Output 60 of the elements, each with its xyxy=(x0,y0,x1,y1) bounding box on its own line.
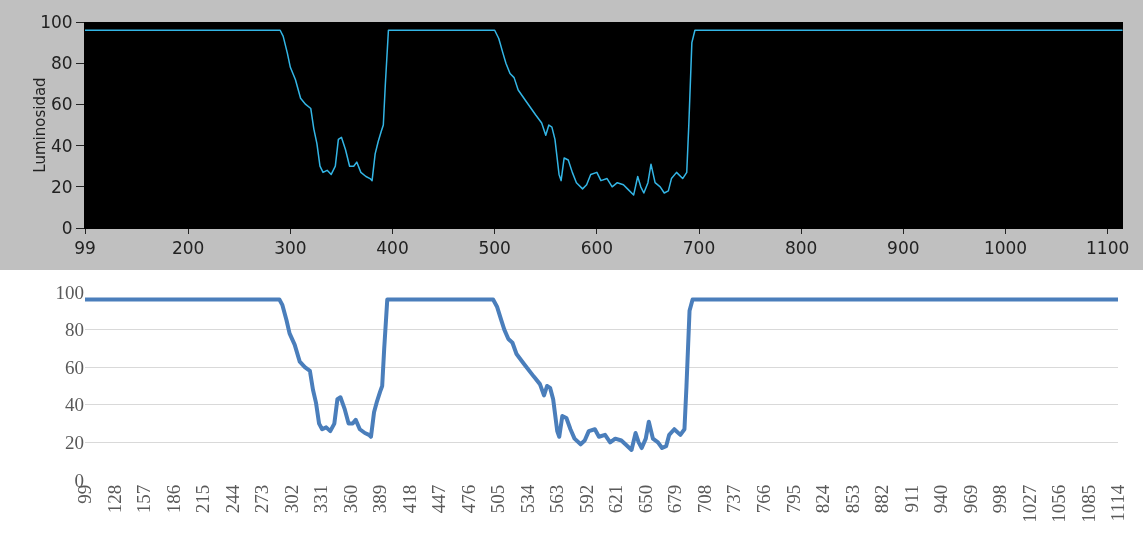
x-tick-label: 389 xyxy=(369,484,391,514)
x-tick-label: 737 xyxy=(723,484,745,514)
x-tick-label: 418 xyxy=(398,484,420,514)
x-tick-label: 900 xyxy=(887,238,920,259)
x-tick-label: 300 xyxy=(274,238,307,259)
x-tick-label: 766 xyxy=(753,484,775,514)
x-tick-label: 1000 xyxy=(983,238,1028,259)
x-tick-label: 273 xyxy=(251,484,273,514)
x-tick-label: 447 xyxy=(428,484,450,514)
x-tick-label: 800 xyxy=(784,238,818,259)
y-tick-label: 40 xyxy=(50,135,73,156)
y-tick-label: 20 xyxy=(65,432,84,454)
x-tick-label: 882 xyxy=(871,484,893,514)
x-tick-label: 998 xyxy=(989,484,1011,514)
y-axis-title: Luminosidad xyxy=(30,77,49,173)
x-tick-label: 708 xyxy=(693,484,715,514)
x-tick-label: 563 xyxy=(546,484,568,514)
x-tick-label: 500 xyxy=(478,238,511,259)
x-tick-label: 400 xyxy=(376,238,409,259)
x-tick-label: 621 xyxy=(605,484,627,514)
x-tick-label: 592 xyxy=(575,484,597,514)
y-tick-label: 60 xyxy=(50,94,73,115)
x-tick-label: 186 xyxy=(162,484,184,514)
y-tick-label: 80 xyxy=(65,319,84,341)
x-tick-label: 302 xyxy=(280,484,302,514)
x-tick-label: 331 xyxy=(310,484,332,514)
x-tick-label: 244 xyxy=(221,484,243,514)
x-tick-label: 824 xyxy=(812,484,834,514)
y-tick-label: 40 xyxy=(65,394,84,416)
x-tick-label: 1085 xyxy=(1077,484,1099,523)
y-tick-label: 20 xyxy=(50,176,73,197)
y-tick-label: 100 xyxy=(55,281,84,303)
x-tick-label: 1100 xyxy=(1086,238,1130,259)
y-tick-label: 0 xyxy=(61,217,73,238)
x-tick-label: 600 xyxy=(580,238,614,259)
y-tick-label: 80 xyxy=(50,53,73,74)
x-tick-label: 534 xyxy=(516,484,538,514)
y-tick-label: 100 xyxy=(40,11,73,32)
x-tick-label: 940 xyxy=(930,484,952,514)
x-tick-label: 650 xyxy=(634,484,656,514)
x-tick-label: 360 xyxy=(339,484,361,514)
x-tick-label: 476 xyxy=(457,484,479,514)
x-tick-label: 1027 xyxy=(1018,484,1040,523)
x-tick-label: 679 xyxy=(664,484,686,514)
x-tick-label: 700 xyxy=(682,238,716,259)
x-tick-label: 795 xyxy=(782,484,804,514)
x-tick-label: 1114 xyxy=(1107,484,1129,522)
x-tick-label: 1056 xyxy=(1048,484,1070,523)
x-tick-label: 200 xyxy=(171,238,205,259)
x-tick-label: 157 xyxy=(133,484,155,514)
x-tick-label: 215 xyxy=(192,484,214,514)
line-series xyxy=(85,29,1123,196)
x-tick-label: 128 xyxy=(103,484,125,514)
x-tick-label: 911 xyxy=(900,484,922,513)
x-tick-label: 505 xyxy=(487,484,509,514)
x-tick-label: 99 xyxy=(74,238,96,259)
x-tick-label: 969 xyxy=(959,484,981,514)
y-tick-label: 60 xyxy=(65,356,84,378)
x-tick-label: 853 xyxy=(841,484,863,514)
line-series xyxy=(85,297,1118,452)
